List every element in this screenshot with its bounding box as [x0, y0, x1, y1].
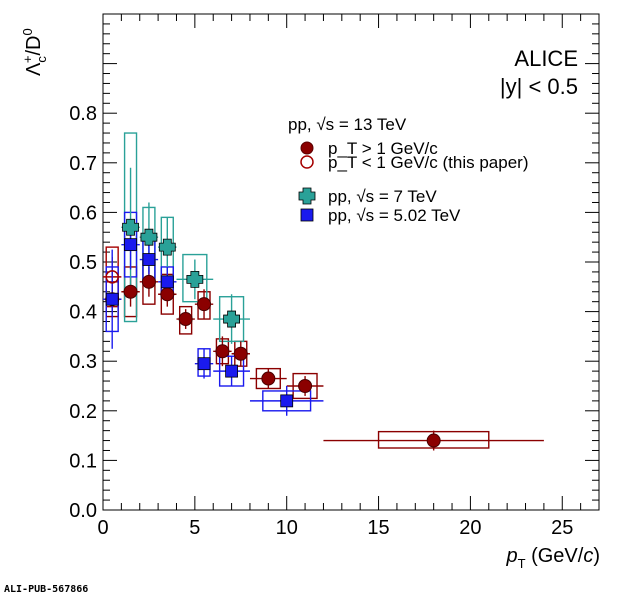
y-tick-label: 0.4 [69, 302, 97, 324]
x-tick-label: 0 [97, 517, 108, 539]
data-point-circle [123, 284, 138, 299]
x-tick-label: 15 [367, 517, 389, 539]
legend-marker-cross [298, 187, 316, 205]
sys-box [182, 253, 208, 303]
y-tick-label: 0.7 [69, 153, 97, 175]
data-point-square [225, 364, 238, 378]
y-tick-label: 0.1 [69, 450, 97, 472]
data-point-cross [223, 310, 240, 328]
data-point-circle [426, 433, 441, 448]
data-point-square [197, 357, 211, 371]
experiment-label: ALICE [514, 46, 578, 71]
axis-tick-labels: 0 5 10 15 20 25 0.0 0.1 0.2 0.3 0.4 0.5 0.6 0.7 0.8 [69, 103, 573, 539]
data-marks [103, 132, 544, 451]
y-tick-label: 0.8 [69, 103, 97, 125]
data-point-square [105, 292, 119, 306]
x-tick-label: 10 [276, 517, 298, 539]
figure-id: ALI-PUB-567866 [4, 584, 89, 595]
rapidity-label: |y| < 0.5 [500, 74, 578, 99]
data-point-square [280, 394, 294, 408]
data-point-cross [140, 228, 158, 246]
x-axis-title: pT (GeV/c) [505, 545, 600, 571]
data-point-circle [141, 274, 156, 289]
data-point-square [124, 238, 137, 252]
legend-marker-open-circle [300, 155, 314, 169]
data-point-cross [122, 218, 139, 236]
legend-group-header: pp, √s = 13 TeV [288, 115, 407, 134]
data-point-circle [178, 312, 193, 327]
legend-label-pt-below-1: p_T < 1 GeV/c (this paper) [328, 153, 528, 172]
legend-marker-filled-square [300, 208, 314, 222]
x-tick-label: 25 [551, 517, 573, 539]
y-tick-label: 0.2 [69, 401, 97, 423]
legend-label-pt-above-1: p_T > 1 GeV/c [328, 139, 438, 158]
data-point-circle [197, 297, 212, 312]
y-axis-title: Λc+/D0 [20, 28, 49, 76]
data-point-circle [160, 287, 175, 302]
y-tick-label: 0.3 [69, 351, 97, 373]
legend-marker-filled-circle [300, 141, 314, 155]
x-tick-label: 5 [189, 517, 200, 539]
legend-label-7tev: pp, √s = 7 TeV [328, 187, 437, 206]
data-point-circle [298, 379, 313, 393]
data-point-open-circle [105, 270, 119, 284]
data-point-circle [261, 371, 276, 386]
data-point-square [160, 275, 174, 289]
y-tick-label: 0.5 [69, 252, 97, 274]
data-point-square [142, 253, 156, 266]
data-point-circle [233, 346, 248, 361]
data-point-cross [158, 238, 176, 256]
axis-ticks [102, 13, 600, 511]
legend-label-5tev: pp, √s = 5.02 TeV [328, 206, 461, 225]
data-point-circle [215, 344, 230, 359]
data-point-cross [186, 270, 204, 288]
x-tick-label: 20 [459, 517, 481, 539]
legend: pp, √s = 13 TeV p_T > 1 GeV/c p_T < 1 Ge… [288, 115, 528, 225]
y-tick-label: 0.0 [69, 500, 97, 522]
y-tick-label: 0.6 [69, 202, 97, 224]
